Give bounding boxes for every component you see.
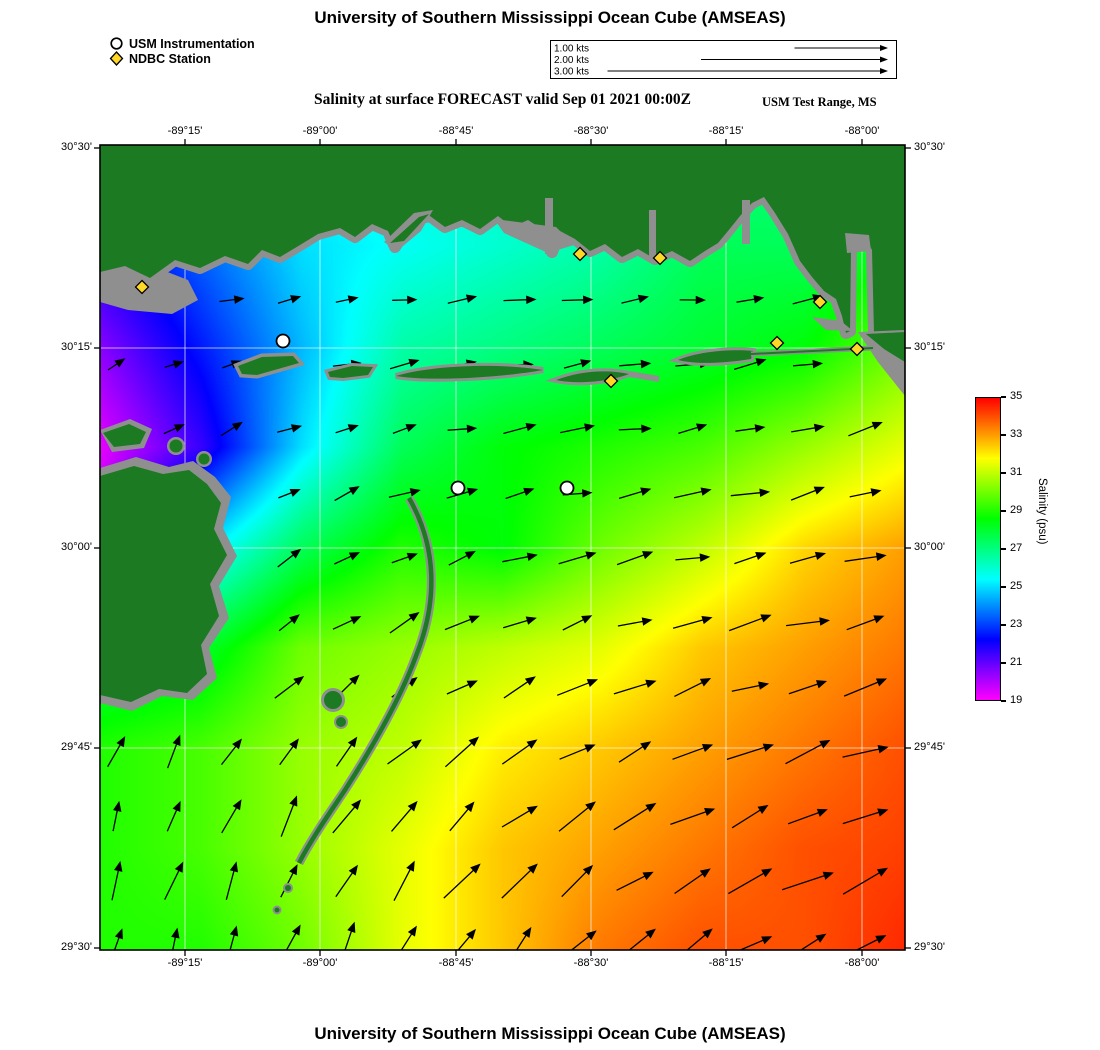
scale-row-arrowhead [880, 45, 888, 51]
axis-label-lon-top: -88°15' [708, 125, 744, 137]
colorbar-tick [1001, 700, 1006, 702]
axis-label-lon-bottom: -89°00' [302, 957, 338, 969]
ndbc-diamond-icon [109, 51, 124, 66]
colorbar-tick [1001, 548, 1006, 550]
axis-label-lat-left: 29°45' [61, 741, 92, 753]
axis-label-lon-top: -88°30' [573, 125, 609, 137]
axis-label-lat-left: 30°30' [61, 141, 92, 153]
axis-label-lat-left: 30°15' [61, 341, 92, 353]
legend-ndbc-label: NDBC Station [129, 51, 211, 66]
colorbar-tick-label: 19 [1010, 694, 1023, 706]
colorbar-tick [1001, 510, 1006, 512]
colorbar-tick [1001, 662, 1006, 664]
colorbar-tick-label: 21 [1010, 656, 1023, 668]
axis-label-lat-left: 29°30' [61, 941, 92, 953]
scale-row-arrowhead [880, 56, 888, 63]
colorbar-tick-label: 25 [1010, 580, 1023, 592]
colorbar-tick [1001, 434, 1006, 436]
colorbar-tick [1001, 396, 1006, 398]
figure-title-bottom: University of Southern Mississippi Ocean… [314, 1024, 786, 1043]
axis-label-lat-right: 30°00' [914, 541, 945, 553]
axis-label-lon-top: -89°00' [302, 125, 338, 137]
colorbar-tick-label: 23 [1010, 618, 1023, 630]
salinity-field-canvas [100, 145, 905, 950]
scale-row-arrowhead [880, 68, 888, 74]
legend-row-ndbc: NDBC Station [108, 51, 255, 66]
colorbar [975, 397, 1001, 701]
axis-label-lat-right: 29°30' [914, 941, 945, 953]
colorbar-title: Salinity (psu) [1036, 478, 1048, 545]
region-label: USM Test Range, MS [762, 95, 877, 109]
scale-row-label: 2.00 kts [554, 55, 589, 66]
scale-row-label: 3.00 kts [554, 67, 589, 78]
figure-title-top: University of Southern Mississippi Ocean… [314, 8, 786, 27]
axis-label-lat-right: 30°30' [914, 141, 945, 153]
colorbar-tick [1001, 624, 1006, 626]
axis-label-lon-bottom: -88°30' [573, 957, 609, 969]
velocity-scale-legend: 1.00 kts 2.00 kts 3.00 kts [550, 40, 897, 79]
colorbar-tick-label: 27 [1010, 542, 1023, 554]
colorbar-tick-label: 35 [1010, 390, 1023, 402]
marker-legend: USM Instrumentation NDBC Station [108, 36, 255, 66]
axis-label-lat-right: 30°15' [914, 341, 945, 353]
scale-row-label: 1.00 kts [554, 44, 589, 55]
map-subtitle: Salinity at surface FORECAST valid Sep 0… [314, 91, 691, 108]
axis-label-lon-bottom: -88°45' [438, 957, 474, 969]
legend-usm-label: USM Instrumentation [129, 36, 255, 51]
axis-label-lat-left: 30°00' [61, 541, 92, 553]
axis-label-lon-top: -88°45' [438, 125, 474, 137]
axis-label-lon-bottom: -89°15' [167, 957, 203, 969]
axis-label-lat-right: 29°45' [914, 741, 945, 753]
colorbar-tick [1001, 472, 1006, 474]
axis-label-lon-top: -89°15' [167, 125, 203, 137]
usm-circle-icon [110, 37, 123, 50]
colorbar-tick-label: 33 [1010, 428, 1023, 440]
axis-label-lon-top: -88°00' [844, 125, 880, 137]
colorbar-tick [1001, 586, 1006, 588]
colorbar-tick-label: 31 [1010, 466, 1023, 478]
colorbar-tick-label: 29 [1010, 504, 1023, 516]
legend-row-usm: USM Instrumentation [108, 36, 255, 51]
axis-label-lon-bottom: -88°15' [708, 957, 744, 969]
axis-label-lon-bottom: -88°00' [844, 957, 880, 969]
